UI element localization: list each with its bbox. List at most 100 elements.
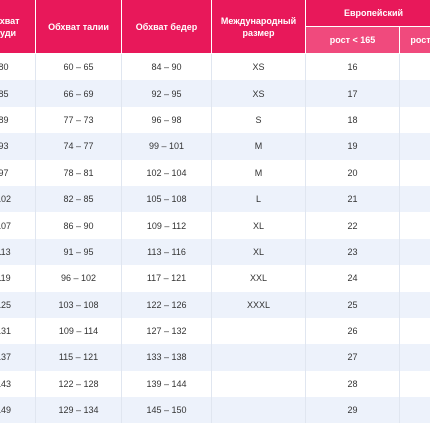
cell-international-size: XL: [212, 212, 306, 239]
cell-waist: 66 – 69: [36, 80, 122, 107]
cell-hips: 113 – 116: [122, 238, 212, 266]
cell-hips: 92 – 95: [122, 80, 212, 107]
cell-waist: 129 – 134: [36, 397, 122, 424]
cell-hips: 84 – 90: [122, 54, 212, 81]
cell-eu-size-tall: [400, 291, 430, 318]
table-row: 97 78 – 81 102 – 104 M 20: [0, 159, 430, 186]
cell-eu-size-tall: [400, 265, 430, 292]
cell-international-size: XL: [212, 238, 306, 266]
cell-hips: 96 – 98: [122, 106, 212, 134]
cell-eu-size-tall: [400, 185, 430, 213]
cell-hips: 99 – 101: [122, 133, 212, 160]
table-row: 93 74 – 77 99 – 101 M 19: [0, 133, 430, 160]
cell-eu-size-short: 18: [306, 106, 400, 134]
cell-chest: 137: [0, 344, 36, 371]
header-hips: Обхват бедер: [122, 0, 212, 54]
cell-waist: 103 – 108: [36, 291, 122, 318]
cell-waist: 78 – 81: [36, 159, 122, 186]
header-height-under-165: рост < 165: [306, 27, 400, 54]
cell-waist: 109 – 114: [36, 317, 122, 345]
cell-eu-size-short: 24: [306, 265, 400, 292]
cell-chest: 143: [0, 370, 36, 398]
cell-chest: 113: [0, 238, 36, 266]
cell-eu-size-tall: [400, 54, 430, 81]
cell-eu-size-short: 25: [306, 291, 400, 318]
cell-international-size: [212, 344, 306, 371]
cell-chest: 119: [0, 265, 36, 292]
cell-waist: 86 – 90: [36, 212, 122, 239]
cell-waist: 91 – 95: [36, 238, 122, 266]
cell-hips: 133 – 138: [122, 344, 212, 371]
cell-eu-size-short: 16: [306, 54, 400, 81]
cell-eu-size-short: 23: [306, 238, 400, 266]
cell-eu-size-short: 20: [306, 159, 400, 186]
cell-chest: 85: [0, 80, 36, 107]
cell-hips: 109 – 112: [122, 212, 212, 239]
cell-international-size: XS: [212, 80, 306, 107]
cell-eu-size-tall: [400, 212, 430, 239]
cell-chest: 125: [0, 291, 36, 318]
cell-eu-size-tall: [400, 397, 430, 424]
cell-eu-size-short: 21: [306, 185, 400, 213]
header-height-over: рост: [400, 27, 430, 54]
cell-international-size: [212, 370, 306, 398]
cell-hips: 139 – 144: [122, 370, 212, 398]
cell-chest: 149: [0, 397, 36, 424]
header-chest: Обхват груди: [0, 0, 36, 54]
cell-waist: 82 – 85: [36, 185, 122, 213]
cell-waist: 115 – 121: [36, 344, 122, 371]
table-row: 89 77 – 73 96 – 98 S 18: [0, 106, 430, 134]
cell-eu-size-short: 26: [306, 317, 400, 345]
header-european-size: Европейский: [306, 0, 430, 27]
cell-international-size: [212, 317, 306, 345]
cell-international-size: XXXL: [212, 291, 306, 318]
cell-eu-size-tall: [400, 370, 430, 398]
cell-hips: 122 – 126: [122, 291, 212, 318]
cell-international-size: L: [212, 185, 306, 213]
cell-eu-size-short: 17: [306, 80, 400, 107]
cell-international-size: [212, 397, 306, 424]
cell-waist: 74 – 77: [36, 133, 122, 160]
table-row: 85 66 – 69 92 – 95 XS 17: [0, 80, 430, 107]
table-header: Обхват груди Обхват талии Обхват бедер М…: [0, 0, 430, 54]
cell-eu-size-tall: [400, 317, 430, 345]
cell-waist: 77 – 73: [36, 106, 122, 134]
cell-eu-size-short: 22: [306, 212, 400, 239]
cell-eu-size-short: 28: [306, 370, 400, 398]
cell-eu-size-tall: [400, 159, 430, 186]
cell-eu-size-short: 27: [306, 344, 400, 371]
cell-eu-size-tall: [400, 344, 430, 371]
cell-chest: 80: [0, 54, 36, 81]
cell-hips: 145 – 150: [122, 397, 212, 424]
cell-international-size: M: [212, 159, 306, 186]
cell-international-size: XS: [212, 54, 306, 81]
cell-waist: 60 – 65: [36, 54, 122, 81]
cell-hips: 117 – 121: [122, 265, 212, 292]
cell-international-size: XXL: [212, 265, 306, 292]
cell-chest: 97: [0, 159, 36, 186]
cell-chest: 131: [0, 317, 36, 345]
cell-eu-size-short: 19: [306, 133, 400, 160]
cell-waist: 96 – 102: [36, 265, 122, 292]
cell-international-size: M: [212, 133, 306, 160]
cell-waist: 122 – 128: [36, 370, 122, 398]
cell-eu-size-short: 29: [306, 397, 400, 424]
cell-eu-size-tall: [400, 80, 430, 107]
cell-chest: 89: [0, 106, 36, 134]
cell-hips: 102 – 104: [122, 159, 212, 186]
cell-chest: 102: [0, 185, 36, 213]
header-waist: Обхват талии: [36, 0, 122, 54]
cell-eu-size-tall: [400, 133, 430, 160]
cell-chest: 93: [0, 133, 36, 160]
